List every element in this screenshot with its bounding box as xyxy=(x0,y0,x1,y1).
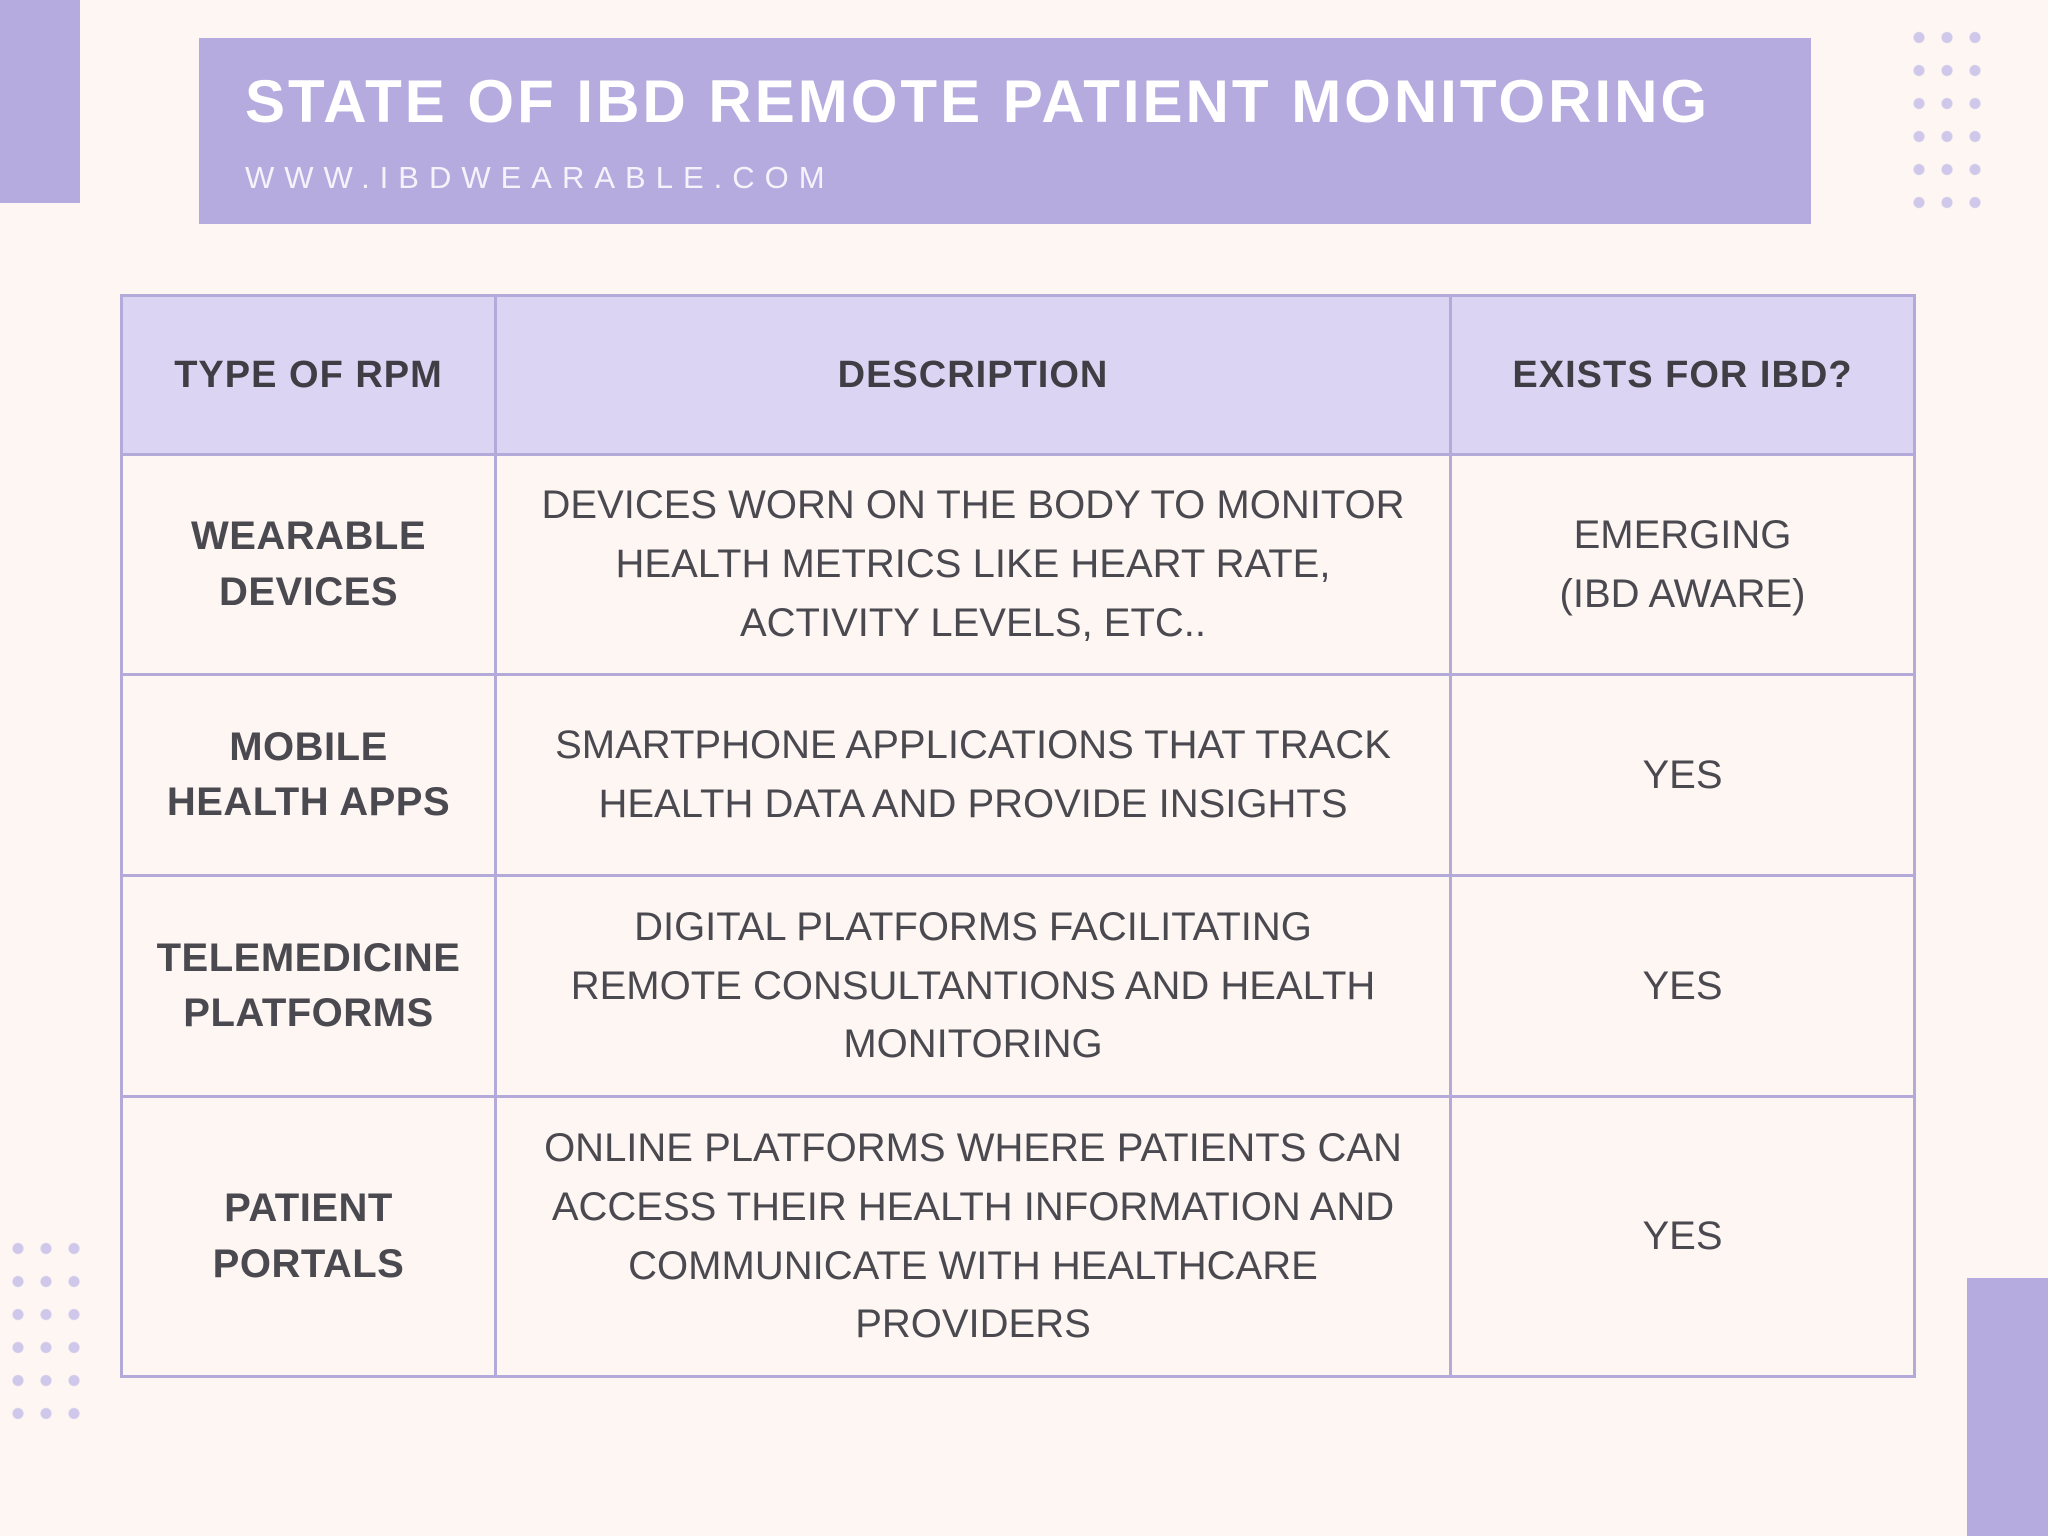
cell-exists: YES xyxy=(1452,1098,1916,1378)
cell-exists: YES xyxy=(1452,877,1916,1098)
cell-description: DIGITAL PLATFORMS FACILITATING REMOTE CO… xyxy=(497,877,1452,1098)
cell-description: ONLINE PLATFORMS WHERE PATIENTS CAN ACCE… xyxy=(497,1098,1452,1378)
title-banner: STATE OF IBD REMOTE PATIENT MONITORING W… xyxy=(199,38,1811,224)
cell-type: PATIENT PORTALS xyxy=(123,1098,497,1378)
corner-accent-bottom-right xyxy=(1967,1278,2048,1536)
website-url: WWW.IBDWEARABLE.COM xyxy=(245,160,835,195)
cell-exists: EMERGING (IBD AWARE) xyxy=(1452,456,1916,676)
dots-grid-top-right xyxy=(1905,21,1989,219)
cell-type: MOBILE HEALTH APPS xyxy=(123,676,497,877)
col-header-exists: EXISTS FOR IBD? xyxy=(1452,297,1916,456)
cell-exists: YES xyxy=(1452,676,1916,877)
col-header-description: DESCRIPTION xyxy=(497,297,1452,456)
page-title: STATE OF IBD REMOTE PATIENT MONITORING xyxy=(245,68,1711,135)
cell-description: SMARTPHONE APPLICATIONS THAT TRACK HEALT… xyxy=(497,676,1452,877)
col-header-type: TYPE OF RPM xyxy=(123,297,497,456)
rpm-table: TYPE OF RPM DESCRIPTION EXISTS FOR IBD? … xyxy=(120,294,1916,1378)
dots-grid-bottom-left xyxy=(4,1232,88,1430)
corner-accent-top-left xyxy=(0,0,80,203)
cell-type: WEARABLE DEVICES xyxy=(123,456,497,676)
cell-type: TELEMEDICINE PLATFORMS xyxy=(123,877,497,1098)
cell-description: DEVICES WORN ON THE BODY TO MONITOR HEAL… xyxy=(497,456,1452,676)
